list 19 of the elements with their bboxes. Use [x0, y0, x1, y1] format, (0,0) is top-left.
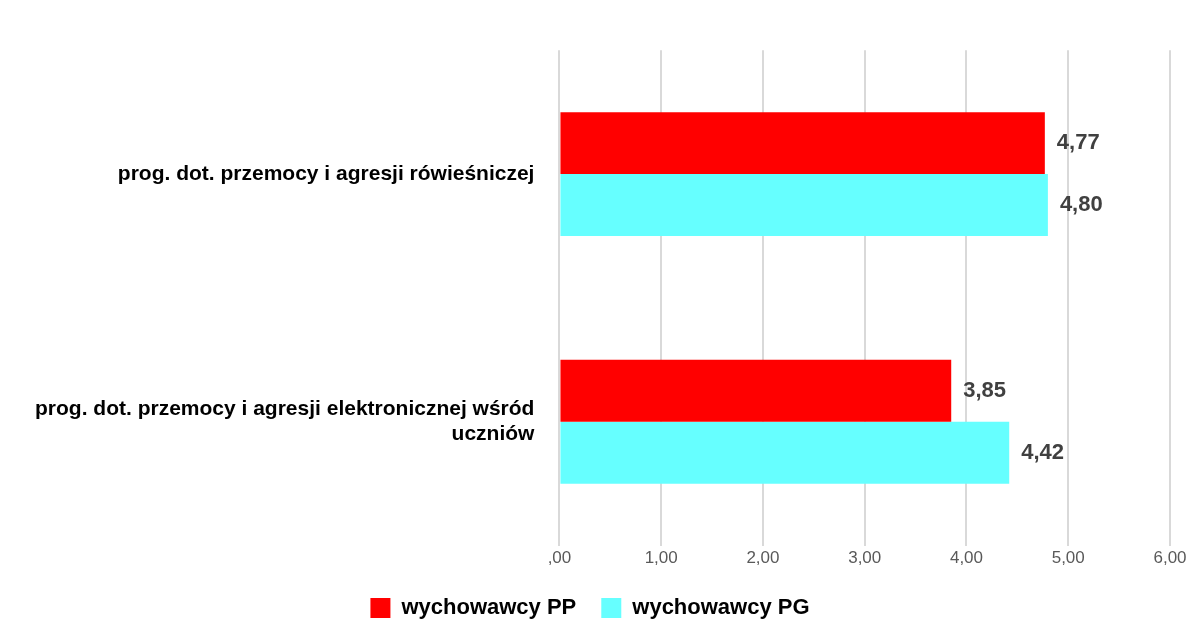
- y-tick-label: prog. dot. przemocy i agresji elektronicznej wśród uczniów: [34, 395, 536, 445]
- x-tick-label: 3,00: [848, 548, 882, 568]
- legend-label: wychowawcy PP: [400, 594, 577, 620]
- bar: [560, 359, 952, 422]
- x-tick-label: 1,00: [644, 548, 678, 568]
- y-tick-label: prog. dot. przemocy i agresji rówieśniczej: [117, 160, 535, 184]
- x-tick-label: 5,00: [1051, 548, 1085, 568]
- x-tick-label: 2,00: [746, 548, 780, 568]
- x-tick-label: 4,00: [949, 548, 984, 568]
- x-tick-label: ,00: [547, 548, 572, 568]
- legend-label: wychowawcy PG: [631, 594, 810, 620]
- bar: [560, 174, 1048, 236]
- data-label: 4,80: [1059, 191, 1103, 217]
- bar: [560, 112, 1045, 175]
- data-label: 3,85: [963, 376, 1007, 402]
- bar: [560, 421, 1010, 484]
- data-label: 4,77: [1056, 129, 1100, 155]
- x-tick-label: 6,00: [1153, 548, 1187, 568]
- data-label: 4,42: [1021, 438, 1065, 464]
